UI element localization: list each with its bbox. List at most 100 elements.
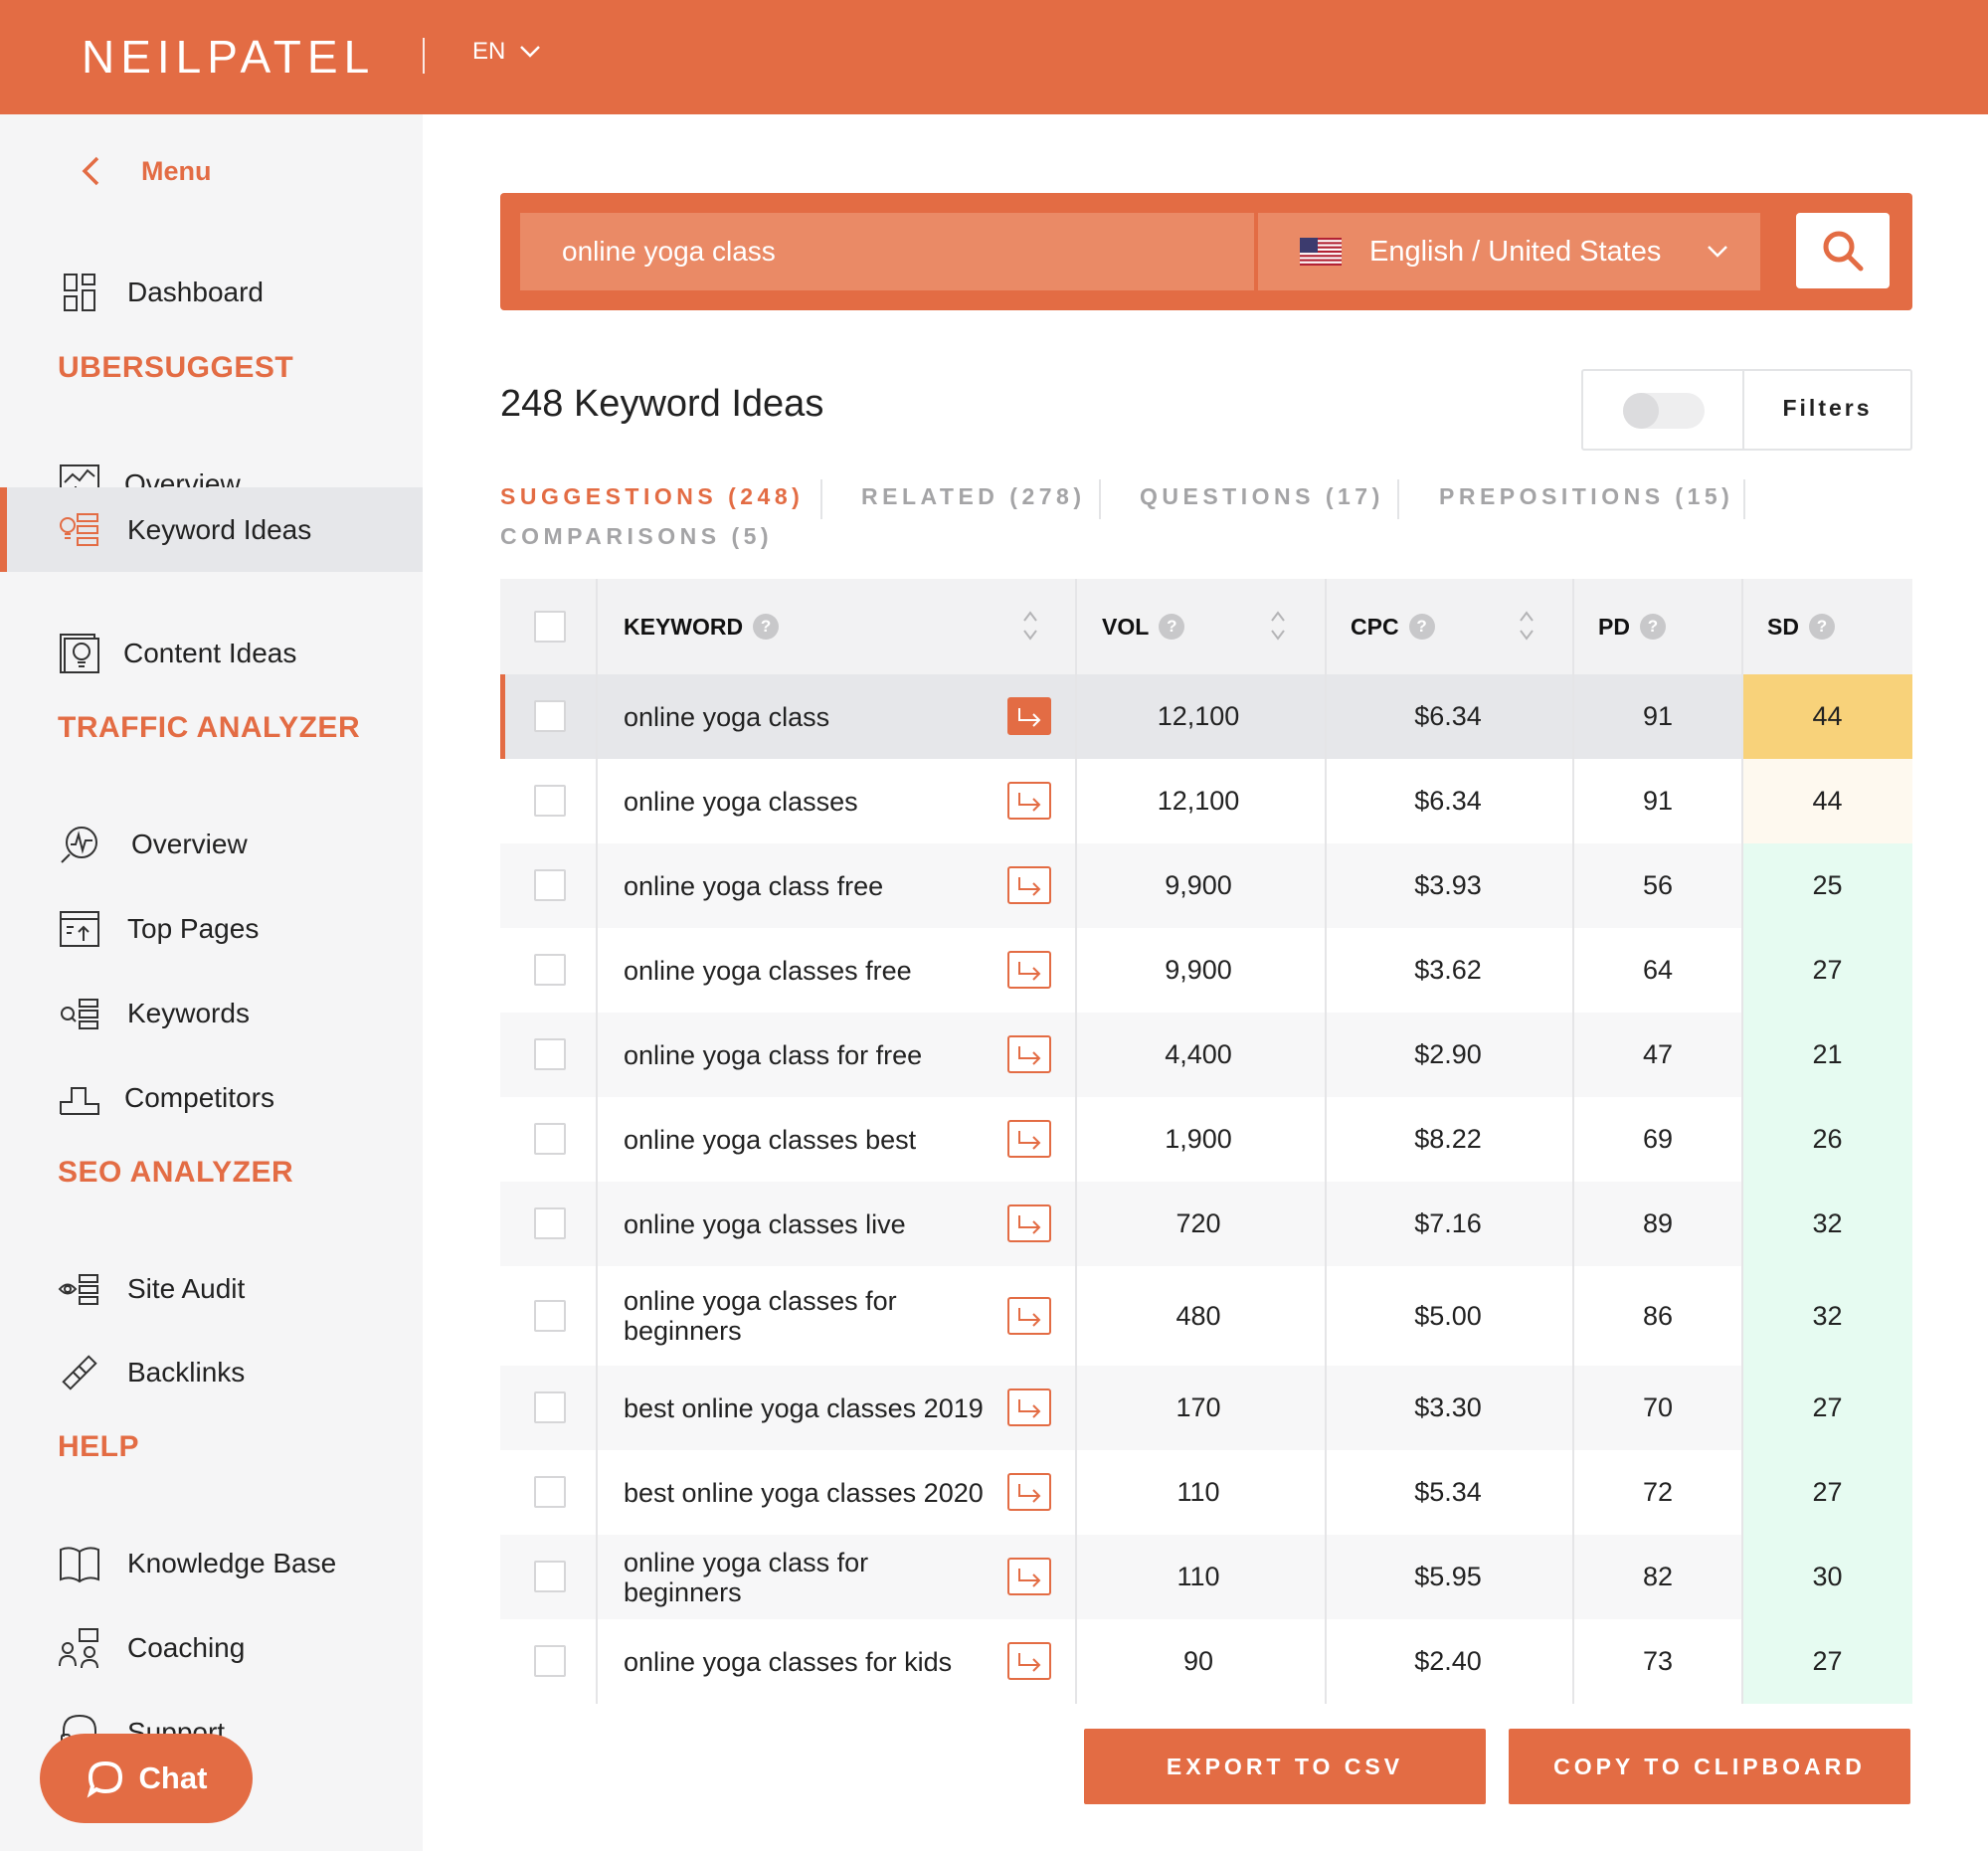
arrow-right-icon xyxy=(1018,793,1041,812)
table-row[interactable]: online yoga classes free 9,900 $3.62 64 … xyxy=(500,928,1912,1013)
tab-prepositions[interactable]: PREPOSITIONS (15) xyxy=(1439,483,1734,509)
language-selector[interactable]: EN xyxy=(472,38,541,66)
sidebar-item-competitors[interactable]: Competitors xyxy=(0,1056,423,1140)
filters-toggle[interactable] xyxy=(1623,393,1705,429)
sidebar-item-label: Knowledge Base xyxy=(127,1548,337,1578)
table-row[interactable]: online yoga classes best 1,900 $8.22 69 … xyxy=(500,1097,1912,1182)
tab-questions[interactable]: QUESTIONS (17) xyxy=(1140,483,1384,509)
row-checkbox[interactable] xyxy=(534,1038,566,1070)
select-all-checkbox[interactable] xyxy=(534,611,566,643)
column-divider xyxy=(1075,579,1077,1704)
keyword-cell: online yoga class for beginners xyxy=(624,1547,869,1607)
row-checkbox[interactable] xyxy=(534,1561,566,1592)
tab-related[interactable]: RELATED (278) xyxy=(861,483,1086,509)
column-header-pd[interactable]: PD ? xyxy=(1598,579,1666,674)
sort-icon[interactable] xyxy=(1518,607,1536,645)
language-region-label: English / United States xyxy=(1369,235,1662,268)
keyword-cell: online yoga classes for kids xyxy=(624,1646,953,1677)
table-row[interactable]: online yoga class free 9,900 $3.93 56 25 xyxy=(500,843,1912,928)
sort-icon[interactable] xyxy=(1269,607,1287,645)
tab-comparisons[interactable]: COMPARISONS (5) xyxy=(500,523,774,549)
sidebar-item-coaching[interactable]: Coaching xyxy=(0,1606,423,1690)
tab-suggestions[interactable]: SUGGESTIONS (248) xyxy=(500,483,805,509)
brand-logo[interactable]: NEILPATEL xyxy=(82,31,376,83)
open-keyword-button[interactable] xyxy=(1007,782,1051,820)
sidebar-item-dashboard[interactable]: Dashboard xyxy=(0,251,423,334)
open-keyword-button[interactable] xyxy=(1007,866,1051,904)
row-checkbox[interactable] xyxy=(534,954,566,986)
cpc-cell: $6.34 xyxy=(1414,701,1482,731)
table-row[interactable]: online yoga class for beginners 110 $5.9… xyxy=(500,1535,1912,1619)
chat-button[interactable]: Chat xyxy=(40,1734,253,1823)
sidebar-item-traffic-overview[interactable]: Overview xyxy=(0,803,423,886)
tab-divider xyxy=(1743,479,1745,519)
row-checkbox[interactable] xyxy=(534,1300,566,1332)
sidebar-item-keywords[interactable]: Keywords xyxy=(0,972,423,1055)
sidebar-item-knowledge-base[interactable]: Knowledge Base xyxy=(0,1522,423,1605)
open-keyword-button[interactable] xyxy=(1007,1120,1051,1158)
pd-cell: 70 xyxy=(1642,1392,1674,1422)
pd-cell: 64 xyxy=(1642,955,1674,985)
help-icon[interactable]: ? xyxy=(753,614,780,640)
arrow-right-icon xyxy=(1018,1131,1041,1150)
row-checkbox[interactable] xyxy=(534,1476,566,1508)
help-icon[interactable]: ? xyxy=(1639,614,1666,640)
sidebar-item-keyword-ideas[interactable]: Keyword Ideas xyxy=(0,487,423,572)
open-keyword-button[interactable] xyxy=(1007,1297,1051,1335)
open-keyword-button[interactable] xyxy=(1007,1204,1051,1242)
open-keyword-button[interactable] xyxy=(1007,1388,1051,1426)
menu-back-button[interactable]: Menu xyxy=(80,154,212,188)
sidebar-item-site-audit[interactable]: Site Audit xyxy=(0,1247,423,1331)
sidebar-item-content-ideas[interactable]: Content Ideas xyxy=(0,612,423,695)
table-row[interactable]: online yoga class for free 4,400 $2.90 4… xyxy=(500,1013,1912,1097)
row-checkbox[interactable] xyxy=(534,869,566,901)
table-row[interactable]: online yoga classes 12,100 $6.34 91 44 xyxy=(500,759,1912,843)
table-row[interactable]: online yoga class 12,100 $6.34 91 44 xyxy=(500,674,1912,759)
open-keyword-button[interactable] xyxy=(1007,951,1051,989)
keyword-cell: online yoga classes best xyxy=(624,1124,917,1155)
open-keyword-button[interactable] xyxy=(1007,1642,1051,1680)
export-csv-button[interactable]: EXPORT TO CSV xyxy=(1084,1729,1486,1804)
arrow-right-icon xyxy=(1018,708,1041,727)
open-keyword-button[interactable] xyxy=(1007,1558,1051,1595)
table-row[interactable]: online yoga classes for beginners 480 $5… xyxy=(500,1266,1912,1366)
row-checkbox[interactable] xyxy=(534,1645,566,1677)
open-keyword-button[interactable] xyxy=(1007,1473,1051,1511)
arrow-right-icon xyxy=(1018,1569,1041,1587)
column-header-vol[interactable]: VOL ? xyxy=(1102,579,1185,674)
open-keyword-button[interactable] xyxy=(1007,697,1051,735)
language-region-select[interactable]: English / United States xyxy=(1258,213,1760,290)
row-checkbox[interactable] xyxy=(534,700,566,732)
help-icon[interactable]: ? xyxy=(1159,614,1185,640)
section-title-ubersuggest: UBERSUGGEST xyxy=(58,351,294,384)
search-button[interactable] xyxy=(1796,213,1890,288)
column-header-keyword[interactable]: KEYWORD ? xyxy=(624,579,780,674)
filters-button[interactable]: Filters xyxy=(1782,395,1873,421)
open-keyword-button[interactable] xyxy=(1007,1035,1051,1073)
column-label: CPC xyxy=(1351,613,1399,640)
volume-cell: 9,900 xyxy=(1165,870,1232,900)
sidebar-item-label: Overview xyxy=(131,829,248,859)
table-row[interactable]: best online yoga classes 2019 170 $3.30 … xyxy=(500,1366,1912,1450)
help-icon[interactable]: ? xyxy=(1808,614,1835,640)
pd-cell: 91 xyxy=(1642,701,1674,731)
row-checkbox[interactable] xyxy=(534,1123,566,1155)
sidebar-item-label: Backlinks xyxy=(127,1357,246,1388)
sidebar-item-top-pages[interactable]: Top Pages xyxy=(0,887,423,971)
row-checkbox[interactable] xyxy=(534,1207,566,1239)
keyword-cell: best online yoga classes 2019 xyxy=(624,1392,984,1423)
table-row[interactable]: online yoga classes for kids 90 $2.40 73… xyxy=(500,1619,1912,1704)
row-checkbox[interactable] xyxy=(534,1391,566,1423)
copy-clipboard-button[interactable]: COPY TO CLIPBOARD xyxy=(1509,1729,1910,1804)
column-header-sd[interactable]: SD ? xyxy=(1767,579,1835,674)
column-header-cpc[interactable]: CPC ? xyxy=(1351,579,1435,674)
arrow-right-icon xyxy=(1018,1215,1041,1234)
help-icon[interactable]: ? xyxy=(1408,614,1435,640)
table-row[interactable]: best online yoga classes 2020 110 $5.34 … xyxy=(500,1450,1912,1535)
row-checkbox[interactable] xyxy=(534,785,566,817)
keyword-search-input[interactable] xyxy=(520,213,1254,290)
keyword-cell: online yoga class xyxy=(624,701,830,732)
sidebar-item-backlinks[interactable]: Backlinks xyxy=(0,1331,423,1414)
sort-icon[interactable] xyxy=(1021,607,1039,645)
table-row[interactable]: online yoga classes live 720 $7.16 89 32 xyxy=(500,1182,1912,1266)
